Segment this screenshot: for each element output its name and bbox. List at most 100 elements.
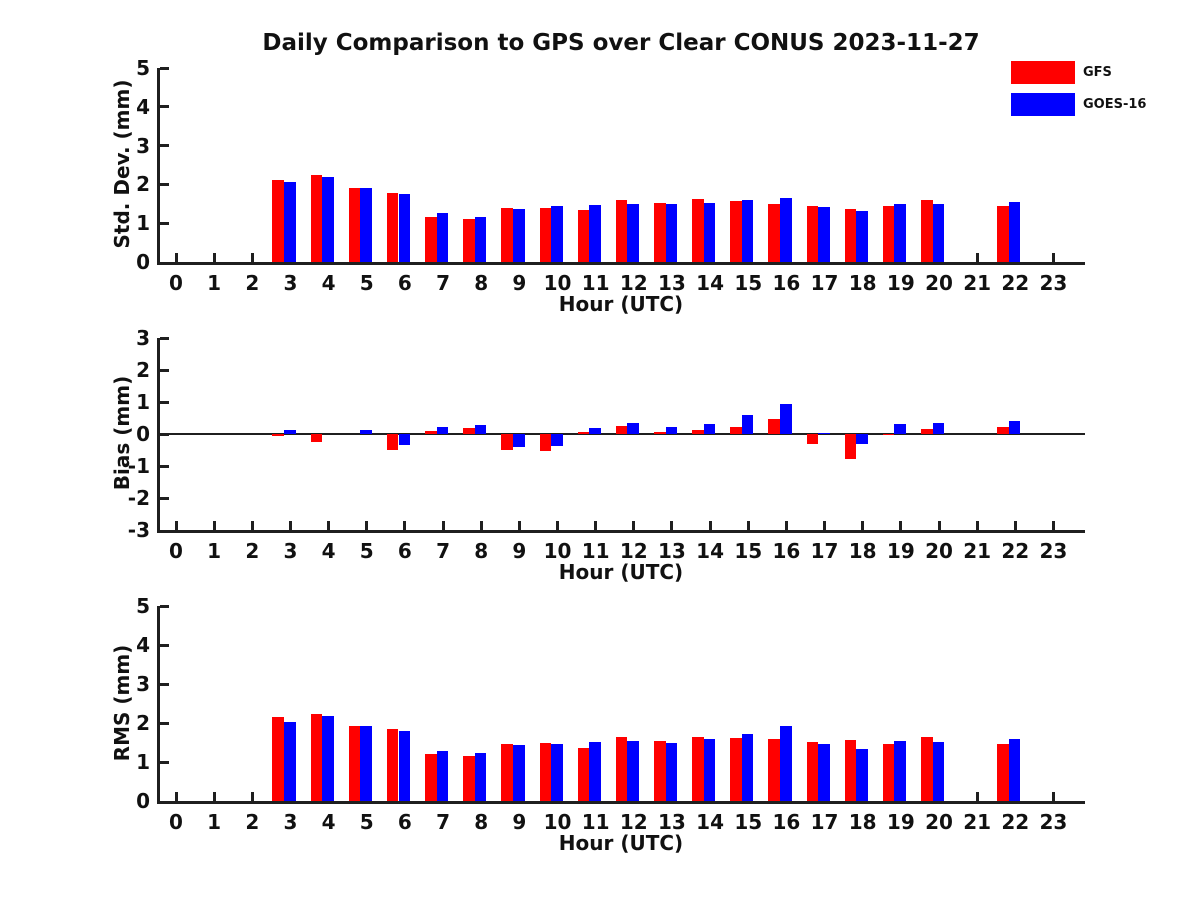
bar-goes-16-hour-6 <box>398 194 411 262</box>
bar-goes-16-hour-3 <box>284 182 296 262</box>
x-tick-label: 22 <box>1001 539 1030 563</box>
bar-goes-16-hour-3 <box>284 721 296 801</box>
bar-gfs-hour-6 <box>386 729 399 801</box>
bar-gfs-hour-9 <box>501 434 513 450</box>
x-tick <box>784 521 788 530</box>
x-tick-label: 10 <box>543 271 572 295</box>
bar-goes-16-hour-6 <box>398 731 411 801</box>
x-tick <box>212 792 216 801</box>
x-tick-label: 4 <box>321 539 336 563</box>
x-tick-label: 21 <box>963 539 992 563</box>
x-tick-label: 21 <box>963 810 992 834</box>
y-tick <box>160 464 169 468</box>
bar-goes-16-hour-10 <box>551 434 563 447</box>
bar-gfs-hour-4 <box>310 713 323 801</box>
zero-line <box>160 433 1085 435</box>
bar-goes-16-hour-4 <box>322 176 334 262</box>
x-tick-label: 20 <box>925 810 953 834</box>
y-tick-label: 3 <box>136 672 150 696</box>
x-tick-label: 12 <box>619 539 648 563</box>
bar-goes-16-hour-14 <box>703 202 716 262</box>
y-tick <box>160 496 169 500</box>
bar-goes-16-hour-8 <box>474 753 487 801</box>
bar-gfs-hour-17 <box>806 434 819 445</box>
x-tick-label: 8 <box>474 271 489 295</box>
x-tick <box>594 521 598 530</box>
x-tick-label: 13 <box>658 271 686 295</box>
bar-gfs-hour-7 <box>425 431 437 434</box>
bar-goes-16-hour-13 <box>665 426 678 434</box>
y-tick-label: 0 <box>136 789 150 813</box>
y-tick <box>160 336 169 340</box>
x-tick-label: 17 <box>810 539 839 563</box>
bar-gfs-hour-17 <box>806 742 819 801</box>
x-tick-label: 0 <box>169 539 183 563</box>
bar-gfs-hour-4 <box>310 174 323 262</box>
y-tick <box>160 221 169 225</box>
x-tick-label: 3 <box>283 539 298 563</box>
bar-gfs-hour-13 <box>653 432 666 434</box>
bar-gfs-hour-14 <box>692 737 704 801</box>
y-axis-label: RMS (mm) <box>110 644 134 761</box>
x-tick-label: 1 <box>207 539 222 563</box>
x-tick <box>1051 792 1055 801</box>
bar-goes-16-hour-17 <box>818 744 830 801</box>
bar-goes-16-hour-18 <box>856 748 868 801</box>
bar-gfs-hour-19 <box>882 744 895 801</box>
bar-goes-16-hour-11 <box>589 742 601 801</box>
x-tick-label: 22 <box>1001 810 1030 834</box>
bar-gfs-hour-8 <box>463 427 475 434</box>
x-tick <box>975 521 979 530</box>
legend-item-goes16: GOES-16 <box>1011 93 1146 116</box>
bar-gfs-hour-8 <box>463 219 475 262</box>
bar-goes-16-hour-18 <box>856 434 868 445</box>
bar-goes-16-hour-16 <box>780 197 792 262</box>
x-tick-label: 20 <box>925 539 953 563</box>
bar-gfs-hour-20 <box>921 428 933 434</box>
x-tick-label: 2 <box>245 539 260 563</box>
x-tick <box>746 521 750 530</box>
x-tick <box>517 521 521 530</box>
x-tick-label: 16 <box>772 271 801 295</box>
x-tick-label: 12 <box>619 810 648 834</box>
bar-goes-16-hour-22 <box>1008 420 1021 434</box>
x-tick-label: 23 <box>1039 271 1068 295</box>
bar-gfs-hour-13 <box>653 202 666 262</box>
x-tick-label: 1 <box>207 810 222 834</box>
x-tick <box>861 521 865 530</box>
x-tick <box>250 792 254 801</box>
bar-gfs-hour-5 <box>348 188 361 262</box>
bar-goes-16-hour-15 <box>741 199 754 262</box>
bar-goes-16-hour-8 <box>474 425 487 434</box>
y-tick-label: 3 <box>136 326 150 350</box>
x-tick-label: 1 <box>207 271 222 295</box>
bar-goes-16-hour-16 <box>780 726 792 801</box>
bar-goes-16-hour-20 <box>932 423 945 434</box>
y-tick <box>160 682 169 686</box>
x-tick-label: 2 <box>245 271 260 295</box>
x-tick-label: 5 <box>359 539 374 563</box>
x-tick <box>288 521 292 530</box>
bar-gfs-hour-9 <box>501 743 513 801</box>
x-tick-label: 18 <box>848 539 877 563</box>
x-tick <box>899 521 903 530</box>
x-tick-label: 3 <box>283 810 298 834</box>
rms-chart <box>157 604 1085 804</box>
y-tick-label: 0 <box>136 250 150 274</box>
chart-title: Daily Comparison to GPS over Clear CONUS… <box>262 30 980 56</box>
bar-gfs-hour-12 <box>615 199 628 262</box>
x-tick <box>250 253 254 262</box>
bar-gfs-hour-18 <box>844 739 857 801</box>
x-tick-label: 23 <box>1039 810 1068 834</box>
bar-goes-16-hour-13 <box>665 204 678 262</box>
y-tick <box>160 643 169 647</box>
x-tick-label: 5 <box>359 810 374 834</box>
bar-goes-16-hour-5 <box>360 430 372 434</box>
x-tick <box>670 521 674 530</box>
gfs-label: GFS <box>1083 65 1112 80</box>
bar-goes-16-hour-14 <box>703 423 716 434</box>
x-tick-label: 16 <box>772 539 801 563</box>
x-tick-label: 5 <box>359 271 374 295</box>
bar-gfs-hour-14 <box>692 430 704 434</box>
bar-goes-16-hour-9 <box>512 745 525 801</box>
